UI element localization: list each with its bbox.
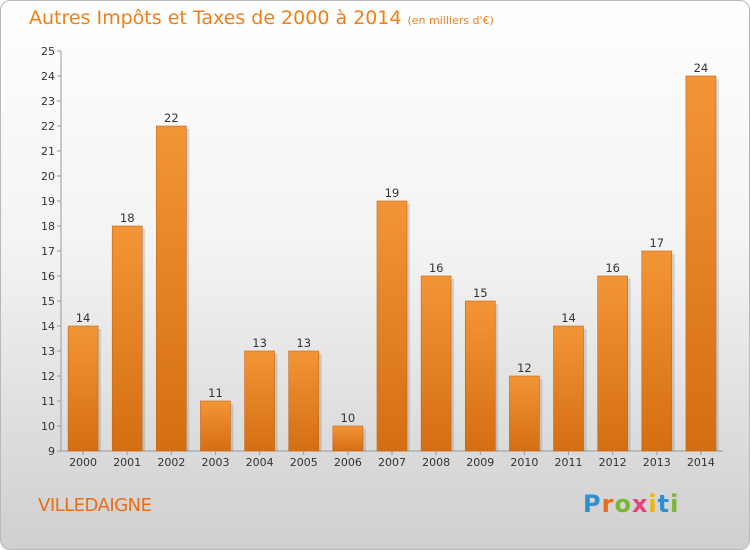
logo-letter: x — [631, 490, 649, 518]
x-tick-label: 2008 — [422, 456, 450, 469]
bar — [288, 350, 320, 452]
bar — [597, 275, 628, 452]
bar — [420, 275, 452, 452]
y-tick-label: 10 — [41, 420, 55, 433]
y-tick-label: 18 — [41, 220, 55, 233]
bar-value-label: 15 — [473, 286, 488, 300]
chart-title: Autres Impôts et Taxes de 2000 à 2014 — [29, 7, 402, 29]
bar — [244, 350, 275, 452]
bar-value-label: 22 — [164, 111, 179, 125]
y-tick-label: 14 — [41, 320, 55, 333]
chart-title-block: Autres Impôts et Taxes de 2000 à 2014 (en… — [29, 7, 494, 29]
bar-value-label: 13 — [252, 336, 267, 350]
bar-value-label: 13 — [296, 336, 311, 350]
y-tick-label: 21 — [41, 145, 55, 158]
bar-value-label: 16 — [429, 261, 444, 275]
bar — [156, 125, 187, 452]
x-tick-label: 2012 — [599, 456, 627, 469]
logo-letter: i — [670, 490, 680, 518]
y-tick-label: 20 — [41, 170, 55, 183]
chart-unit-label: (en milliers d'€) — [407, 14, 494, 27]
bar-value-label: 16 — [605, 261, 620, 275]
logo-letter: t — [657, 490, 671, 518]
bar-value-label: 19 — [385, 186, 400, 200]
y-tick-label: 16 — [41, 270, 55, 283]
bar — [641, 250, 673, 452]
bar-value-label: 17 — [649, 236, 664, 250]
x-tick-label: 2010 — [510, 456, 538, 469]
x-tick-label: 2004 — [246, 456, 274, 469]
proxiti-logo: Proxiti — [583, 490, 679, 518]
y-tick-label: 19 — [41, 195, 55, 208]
y-tick-label: 17 — [41, 245, 55, 258]
x-tick-label: 2006 — [334, 456, 362, 469]
bar-value-label: 10 — [341, 411, 356, 425]
x-tick-label: 2009 — [466, 456, 494, 469]
bar — [376, 200, 408, 452]
x-tick-label: 2011 — [555, 456, 583, 469]
x-tick-label: 2003 — [201, 456, 229, 469]
x-tick-label: 2013 — [643, 456, 671, 469]
bar-value-label: 24 — [694, 61, 709, 75]
bar — [509, 375, 540, 452]
bar-value-label: 12 — [517, 361, 532, 375]
town-name: VILLEDAIGNE — [38, 495, 152, 516]
y-tick-label: 11 — [41, 395, 55, 408]
bar-value-label: 14 — [76, 311, 91, 325]
x-tick-label: 2014 — [687, 456, 715, 469]
bar — [67, 325, 99, 452]
logo-letter: i — [648, 490, 658, 518]
x-tick-label: 2002 — [157, 456, 185, 469]
logo-letter: o — [614, 490, 632, 518]
bar — [685, 75, 717, 452]
y-tick-label: 22 — [41, 120, 55, 133]
bar-value-label: 18 — [120, 211, 135, 225]
x-tick-label: 2005 — [290, 456, 318, 469]
y-tick-label: 15 — [41, 295, 55, 308]
y-tick-label: 9 — [48, 445, 55, 458]
bar — [553, 325, 584, 452]
x-tick-label: 2007 — [378, 456, 406, 469]
bar-value-label: 11 — [208, 386, 223, 400]
bar — [200, 400, 231, 452]
bar-value-label: 14 — [561, 311, 576, 325]
logo-letter: r — [601, 490, 615, 518]
logo-letter: P — [583, 490, 602, 518]
bar — [464, 300, 496, 452]
bar — [332, 425, 364, 452]
x-tick-label: 2001 — [113, 456, 141, 469]
y-tick-label: 23 — [41, 95, 55, 108]
y-tick-label: 12 — [41, 370, 55, 383]
y-tick-label: 25 — [41, 45, 55, 58]
y-tick-label: 13 — [41, 345, 55, 358]
y-tick-label: 24 — [41, 70, 55, 83]
x-tick-label: 2000 — [69, 456, 97, 469]
bar — [111, 225, 143, 452]
